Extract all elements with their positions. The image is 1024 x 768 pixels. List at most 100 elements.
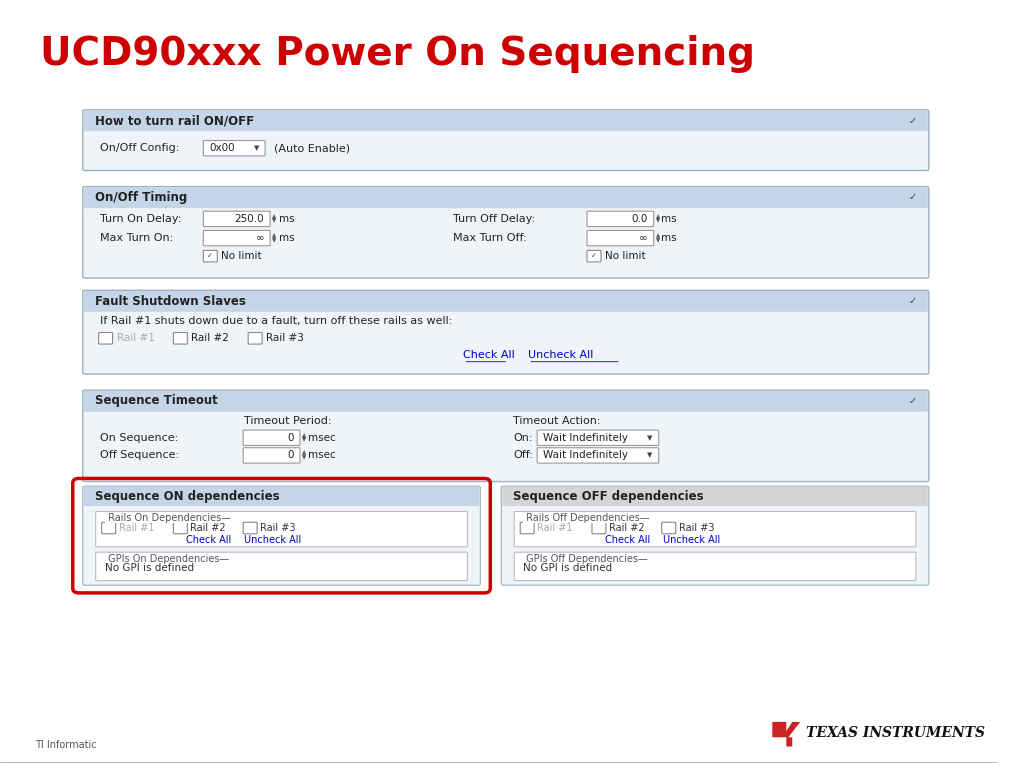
Text: ▼: ▼ — [647, 452, 652, 458]
Text: ▼: ▼ — [655, 238, 660, 243]
Text: Rail #1: Rail #1 — [117, 333, 155, 343]
Text: Rail #2: Rail #2 — [190, 522, 226, 533]
Text: Off:: Off: — [513, 450, 534, 461]
Text: ✓: ✓ — [908, 396, 916, 406]
FancyBboxPatch shape — [98, 333, 113, 344]
Text: Rail #2: Rail #2 — [191, 333, 229, 343]
Text: ✓: ✓ — [207, 253, 213, 259]
FancyBboxPatch shape — [587, 230, 653, 246]
Text: On/Off Config:: On/Off Config: — [99, 143, 179, 154]
Text: ✓: ✓ — [591, 253, 597, 259]
Text: Rails On Dependencies—: Rails On Dependencies— — [104, 513, 230, 523]
Text: Max Turn Off:: Max Turn Off: — [454, 233, 527, 243]
FancyBboxPatch shape — [204, 250, 217, 262]
Text: Check All: Check All — [464, 349, 515, 360]
Polygon shape — [772, 722, 800, 746]
Text: ✓: ✓ — [908, 192, 916, 203]
Text: UCD90xxx Power On Sequencing: UCD90xxx Power On Sequencing — [40, 35, 755, 72]
Text: Rail #1: Rail #1 — [119, 522, 154, 533]
Text: Wait Indefinitely: Wait Indefinitely — [543, 450, 628, 461]
Text: ms: ms — [660, 233, 677, 243]
FancyBboxPatch shape — [662, 522, 676, 534]
FancyBboxPatch shape — [84, 187, 928, 208]
Text: 0: 0 — [288, 450, 294, 461]
FancyBboxPatch shape — [83, 110, 929, 170]
Text: Uncheck All: Uncheck All — [528, 349, 594, 360]
FancyBboxPatch shape — [84, 111, 928, 131]
FancyBboxPatch shape — [243, 522, 257, 534]
FancyBboxPatch shape — [243, 430, 300, 445]
FancyBboxPatch shape — [587, 250, 601, 262]
FancyBboxPatch shape — [587, 211, 653, 227]
Text: ▼: ▼ — [272, 238, 276, 243]
Text: (Auto Enable): (Auto Enable) — [274, 143, 350, 154]
Text: ∞: ∞ — [639, 233, 648, 243]
Text: Rail #3: Rail #3 — [266, 333, 304, 343]
Text: Uncheck All: Uncheck All — [244, 535, 301, 545]
Text: Uncheck All: Uncheck All — [663, 535, 720, 545]
Text: Turn On Delay:: Turn On Delay: — [99, 214, 181, 224]
Text: ms: ms — [280, 214, 295, 224]
Text: ✓: ✓ — [908, 296, 916, 306]
Text: ▲: ▲ — [302, 451, 306, 455]
FancyBboxPatch shape — [520, 522, 535, 534]
FancyBboxPatch shape — [538, 430, 658, 445]
Text: 0.0: 0.0 — [632, 214, 648, 224]
Text: Sequence ON dependencies: Sequence ON dependencies — [94, 490, 280, 502]
Text: ▲: ▲ — [302, 433, 306, 438]
Text: ✓: ✓ — [908, 115, 916, 126]
FancyBboxPatch shape — [95, 511, 467, 547]
Text: No GPI is defined: No GPI is defined — [523, 563, 612, 574]
FancyBboxPatch shape — [95, 552, 467, 581]
FancyBboxPatch shape — [83, 187, 929, 278]
Text: 250.0: 250.0 — [234, 214, 264, 224]
FancyBboxPatch shape — [592, 522, 606, 534]
Text: On/Off Timing: On/Off Timing — [94, 191, 187, 204]
Text: On Sequence:: On Sequence: — [99, 432, 178, 443]
FancyBboxPatch shape — [502, 486, 929, 585]
Text: If Rail #1 shuts down due to a fault, turn off these rails as well:: If Rail #1 shuts down due to a fault, tu… — [99, 316, 452, 326]
Text: ▲: ▲ — [272, 233, 276, 238]
Text: GPIs Off Dependencies—: GPIs Off Dependencies— — [523, 554, 648, 564]
Text: No GPI is defined: No GPI is defined — [104, 563, 194, 574]
FancyBboxPatch shape — [84, 487, 479, 506]
Text: No limit: No limit — [221, 250, 262, 261]
FancyBboxPatch shape — [83, 290, 929, 374]
Text: ms: ms — [280, 233, 295, 243]
Text: 0x00: 0x00 — [209, 143, 234, 154]
Text: ▼: ▼ — [272, 219, 276, 223]
FancyBboxPatch shape — [503, 487, 928, 506]
Text: Rail #2: Rail #2 — [609, 522, 644, 533]
Text: Sequence OFF dependencies: Sequence OFF dependencies — [513, 490, 703, 502]
Text: TEXAS INSTRUMENTS: TEXAS INSTRUMENTS — [806, 727, 985, 740]
Text: Rail #1: Rail #1 — [538, 522, 572, 533]
FancyBboxPatch shape — [84, 391, 928, 412]
Text: ▼: ▼ — [655, 219, 660, 223]
Text: Off Sequence:: Off Sequence: — [99, 450, 179, 461]
Text: Turn Off Delay:: Turn Off Delay: — [454, 214, 536, 224]
FancyBboxPatch shape — [83, 486, 480, 585]
FancyBboxPatch shape — [84, 291, 928, 312]
Text: Fault Shutdown Slaves: Fault Shutdown Slaves — [94, 295, 246, 307]
FancyBboxPatch shape — [514, 511, 915, 547]
Text: ▲: ▲ — [655, 214, 660, 219]
Text: Timeout Period:: Timeout Period: — [244, 415, 332, 426]
Text: Wait Indefinitely: Wait Indefinitely — [543, 432, 628, 443]
Text: ▼: ▼ — [254, 145, 259, 151]
Text: ms: ms — [660, 214, 677, 224]
Text: ▼: ▼ — [302, 455, 306, 460]
Text: ▲: ▲ — [655, 233, 660, 238]
Text: msec: msec — [308, 450, 336, 461]
FancyBboxPatch shape — [173, 333, 187, 344]
FancyBboxPatch shape — [514, 552, 915, 581]
Text: Max Turn On:: Max Turn On: — [99, 233, 173, 243]
FancyBboxPatch shape — [538, 448, 658, 463]
Text: 0: 0 — [288, 432, 294, 443]
Text: Check All: Check All — [605, 535, 650, 545]
Text: Rails Off Dependencies—: Rails Off Dependencies— — [523, 513, 649, 523]
Text: ∞: ∞ — [255, 233, 264, 243]
FancyBboxPatch shape — [243, 448, 300, 463]
FancyBboxPatch shape — [204, 211, 270, 227]
Text: msec: msec — [308, 432, 336, 443]
FancyBboxPatch shape — [248, 333, 262, 344]
